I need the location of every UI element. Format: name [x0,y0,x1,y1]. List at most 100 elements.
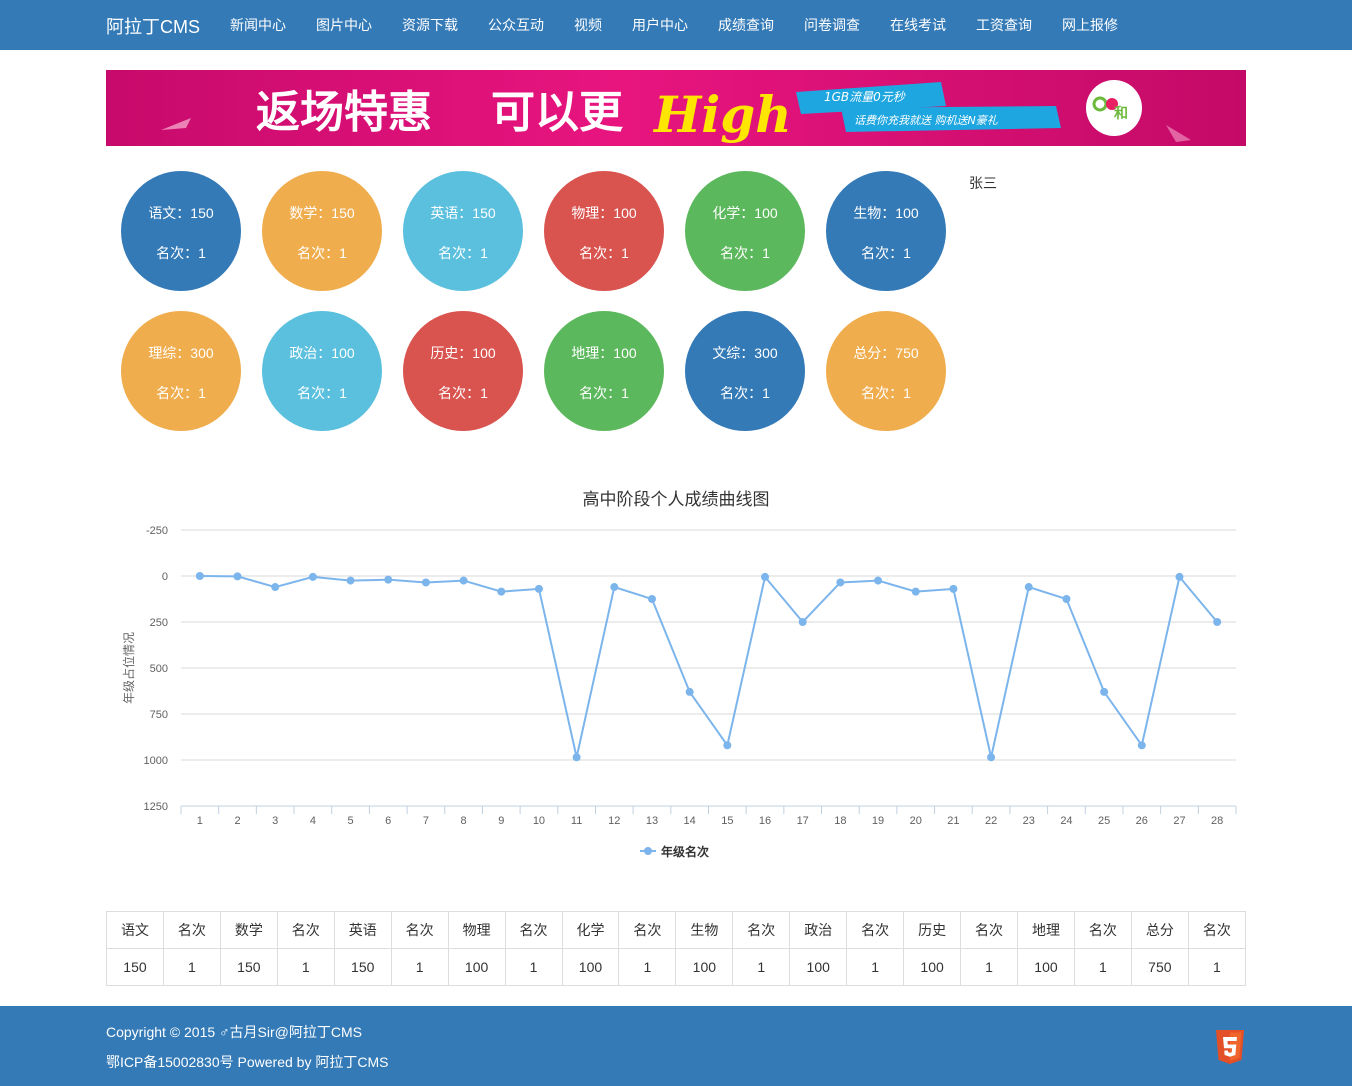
circle-rank: 名次：1 [438,385,488,401]
chart-data-point[interactable] [195,572,204,580]
table-cell: 150 [333,948,392,986]
chart-data-point[interactable] [911,587,920,596]
chart-series-line [199,574,1218,758]
circle-rank: 名次：1 [579,245,629,261]
nav-item-news[interactable]: 新闻中心 [230,17,286,33]
table-cell: 1 [732,948,791,986]
chart-data-point[interactable] [1100,687,1109,696]
chart-x-tick-label: 4 [310,815,316,827]
table-header-cell: 名次 [846,911,905,949]
brand-link[interactable]: 阿拉丁CMS [106,17,200,37]
nav-item-interaction[interactable]: 公众互动 [488,17,544,33]
table-header-cell: 语文 [106,911,164,949]
circle-rank: 名次：1 [579,385,629,401]
chart-y-tick-label: 1000 [144,755,168,767]
chart-data-point[interactable] [497,587,506,596]
nav-item-online-exam[interactable]: 在线考试 [890,17,946,33]
chart-data-point[interactable] [346,576,355,585]
nav-item-survey[interactable]: 问卷调查 [804,17,860,33]
chart-data-point[interactable] [1024,583,1033,592]
chart-y-tick-label: 500 [150,663,168,675]
nav-item-downloads[interactable]: 资源下载 [402,17,458,33]
chart-data-point[interactable] [308,572,317,581]
table-cell: 150 [106,948,164,986]
score-circle: 数学：150 名次：1 [262,171,382,291]
chart-data-point[interactable] [836,578,845,587]
chart-data-point[interactable] [987,753,996,762]
chart-data-point[interactable] [459,576,468,585]
chart-x-tick-label: 2 [234,815,240,827]
chart-data-point[interactable] [647,595,656,603]
table-cell: 100 [675,948,734,986]
circle-subject-score: 总分：750 [853,345,919,361]
chart-data-point[interactable] [1213,618,1222,626]
table-header-cell: 物理 [447,911,506,949]
table-cell: 1 [846,948,905,986]
nav-item-repair[interactable]: 网上报修 [1062,17,1118,33]
html5-icon [1216,1030,1244,1064]
chart-data-point[interactable] [384,575,393,584]
banner-ribbon-1: 1GB流量0元秒 [824,90,906,104]
chart-data-point[interactable] [1062,595,1071,603]
chart-x-tick-label: 21 [947,815,959,827]
chart-x-tick-label: 6 [385,815,391,827]
chart-x-tick-label: 27 [1173,815,1185,827]
table-cell: 150 [219,948,278,986]
footer-copyright: Copyright © 2015 ♂古月Sir@阿拉丁CMS [106,1024,362,1040]
score-circle: 语文：150 名次：1 [121,171,241,291]
table-cell: 1 [1187,948,1247,986]
circle-rank: 名次：1 [438,245,488,261]
table-header-cell: 名次 [960,911,1018,949]
nav-menu: 新闻中心 图片中心 资源下载 公众互动 视频 用户中心 成绩查询 问卷调查 在线… [215,0,1133,50]
circle-rank: 名次：1 [720,245,770,261]
table-header-cell: 名次 [162,911,221,949]
chart-data-point[interactable] [233,572,242,581]
nav-item-user-center[interactable]: 用户中心 [632,17,688,33]
promo-banner[interactable]: 返场特惠 可以更 High 1GB流量0元秒 话费你充我就送 购机送N豪礼 和 [106,70,1246,146]
circle-subject-score: 文综：300 [712,345,778,361]
nav-item-images[interactable]: 图片中心 [316,17,372,33]
chart-data-point[interactable] [572,753,581,762]
banner-art: 返场特惠 可以更 High 1GB流量0元秒 话费你充我就送 购机送N豪礼 和 [161,80,1191,144]
nav-item-score-query[interactable]: 成绩查询 [718,17,774,33]
chart-data-point[interactable] [685,687,694,696]
top-navbar: 阿拉丁CMS 新闻中心 图片中心 资源下载 公众互动 视频 用户中心 成绩查询 … [0,0,1352,50]
nav-item-video[interactable]: 视频 [574,17,602,33]
footer-icp[interactable]: 鄂ICP备15002830号 Powered by 阿拉丁CMS [106,1054,389,1070]
chart-y-tick-label: 1250 [144,801,168,813]
circle-rank: 名次：1 [861,385,911,401]
table-header-cell: 历史 [903,911,962,949]
chart-data-point[interactable] [723,741,732,750]
score-circle: 化学：100 名次：1 [685,171,805,291]
nav-item-salary-query[interactable]: 工资查询 [976,17,1032,33]
table-cell: 1 [960,948,1018,986]
table-header-cell: 数学 [219,911,278,949]
chart-x-tick-label: 18 [834,815,846,827]
chart-data-point[interactable] [798,618,807,626]
chart-legend-label[interactable]: 年级名次 [661,844,709,859]
table-header-cell: 名次 [618,911,677,949]
chart-data-point[interactable] [761,572,770,581]
chart-data-point[interactable] [1137,741,1146,750]
circle-subject-score: 物理：100 [571,205,637,221]
chart-data-point[interactable] [1175,572,1184,581]
chart-x-tick-label: 13 [646,815,658,827]
chart-legend-marker [644,847,652,855]
chart-x-tick-label: 19 [872,815,884,827]
chart-x-tick-label: 20 [910,815,922,827]
chart-data-point[interactable] [874,576,883,585]
circle-rank: 名次：1 [156,385,206,401]
chart-data-point[interactable] [610,583,619,592]
chart-x-tick-label: 14 [684,815,696,827]
chart-data-point[interactable] [949,584,958,593]
table-header-cell: 名次 [732,911,791,949]
chart-y-tick-label: -250 [146,525,168,537]
chart-data-point[interactable] [271,583,280,592]
table-header-cell: 地理 [1017,911,1075,949]
chart-data-point[interactable] [421,578,430,587]
chart-ylabel: 年级占位情况 [121,632,136,704]
chart-x-tick-label: 7 [423,815,429,827]
chart-data-point[interactable] [534,584,543,593]
chart-x-tick-label: 24 [1060,815,1072,827]
table-cell: 1 [162,948,221,986]
